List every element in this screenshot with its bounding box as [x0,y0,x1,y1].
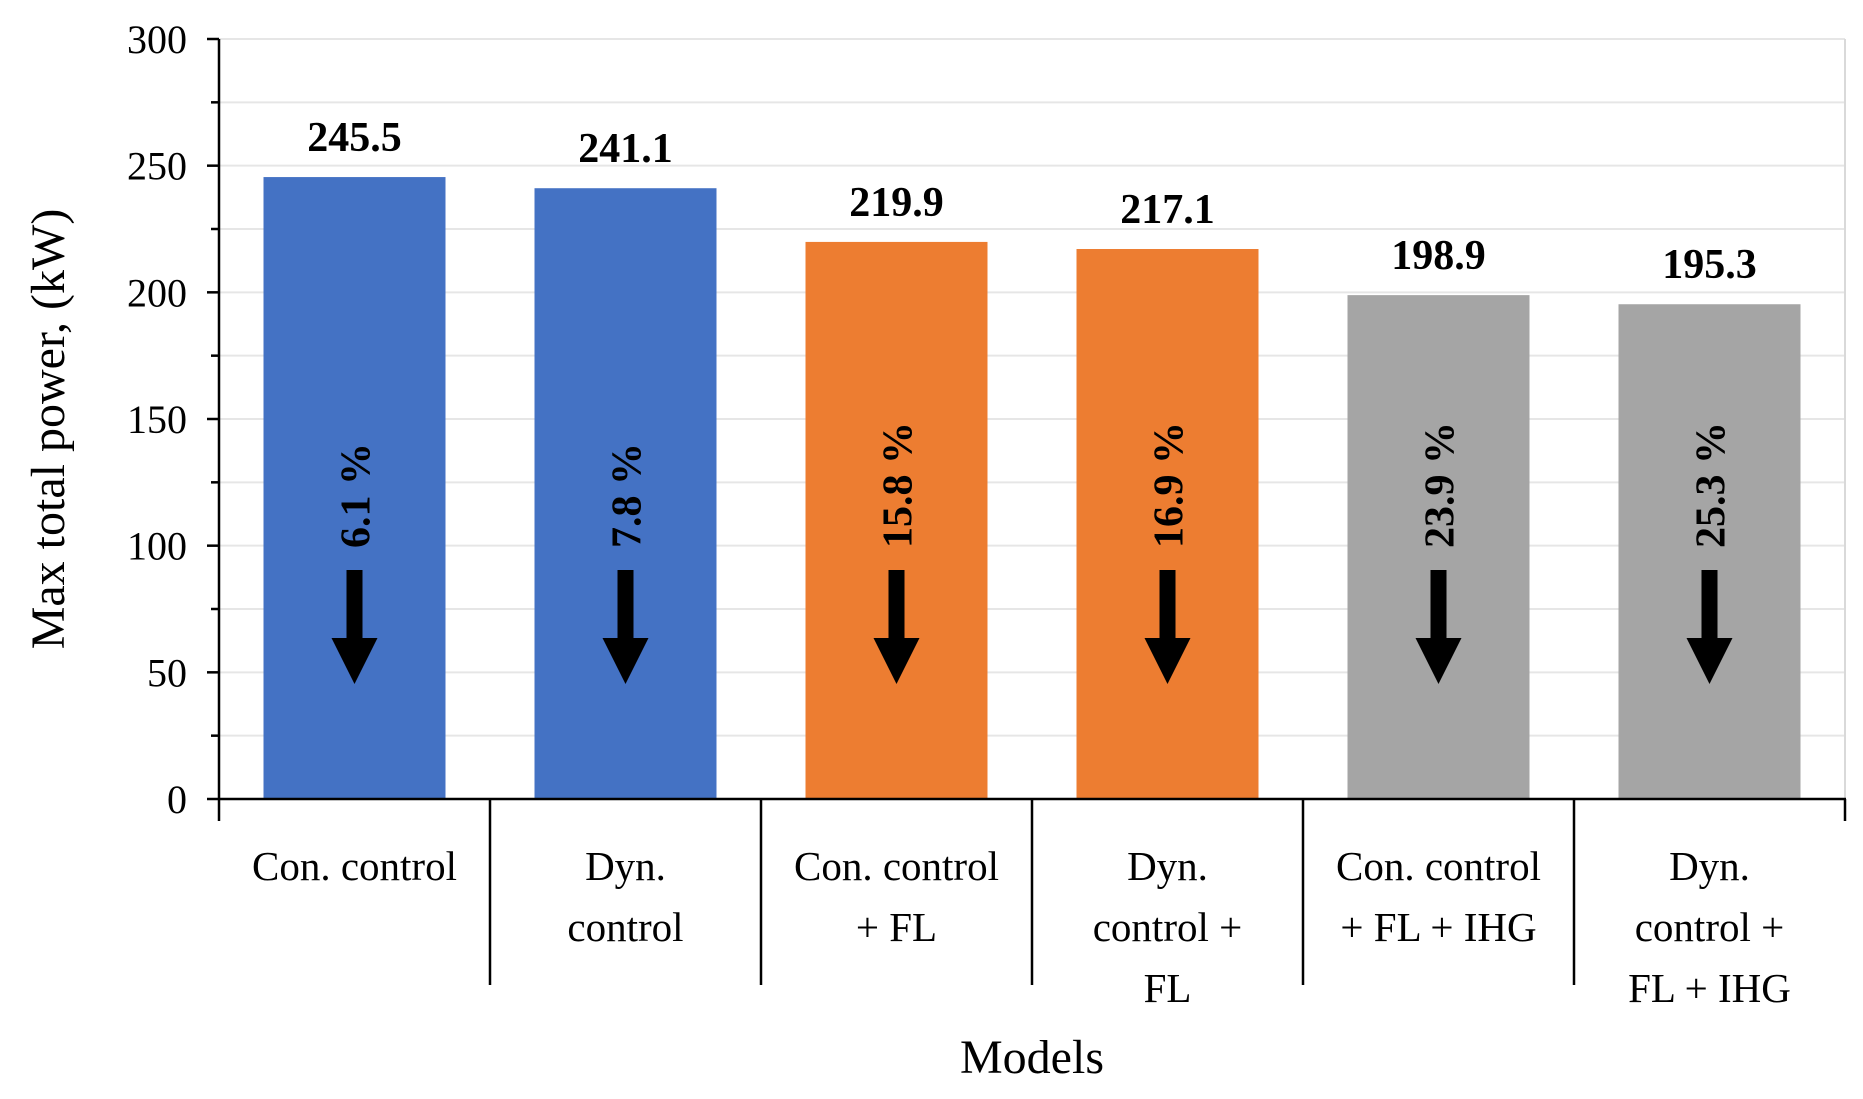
y-tick-label: 200 [127,270,187,315]
reduction-label: 15.8 % [876,422,922,548]
x-category-label-line: FL [1144,965,1192,1011]
y-tick-label: 300 [127,17,187,62]
down-arrow-icon [602,570,649,684]
bar [263,177,446,800]
x-category-label-line: control + [1093,904,1243,950]
down-arrow-icon [1415,570,1462,684]
down-arrow-icon [873,570,920,684]
data-label: 219.9 [849,180,944,226]
x-category-label-line: Con. control [252,843,457,889]
bar [1347,295,1530,799]
reduction-label: 16.9 % [1147,422,1193,548]
reduction-label: 23.9 % [1418,422,1464,548]
x-category-label: Con. control [252,843,457,889]
x-category-label-line: control [567,904,683,950]
bars [263,177,1801,800]
bar [534,188,717,800]
x-category-label-line: + FL [856,904,937,950]
x-category-label: Con. control + FL + IHG [1336,843,1541,950]
reduction-label: 6.1 % [334,443,380,548]
x-category-label: Con. control + FL [794,843,999,950]
down-arrow-icon [1144,570,1191,684]
x-category-label-line: Con. control [794,843,999,889]
y-tick-label: 0 [167,777,187,822]
x-category-label-line: Dyn. [1669,843,1750,889]
data-label: 241.1 [578,126,673,172]
x-category-label: Dyn. control + FL [1093,843,1243,1011]
reduction-label: 7.8 % [605,443,651,548]
x-category-label-line: Dyn. [585,843,666,889]
y-tick-label: 50 [147,650,187,695]
x-category-label-line: FL + IHG [1628,965,1791,1011]
x-category-label: Dyn. control + FL + IHG [1628,843,1791,1011]
data-label: 198.9 [1391,233,1486,279]
x-category-label-line: control + [1635,904,1785,950]
data-label: 195.3 [1662,242,1757,288]
y-tick-label: 100 [127,524,187,569]
x-axis-title: Models [960,1031,1104,1084]
y-tick-label: 150 [127,397,187,442]
x-category-label-line: Dyn. [1127,843,1208,889]
x-category-label-line: + FL + IHG [1340,904,1536,950]
gridlines [219,38,1846,799]
bar [1618,304,1801,799]
y-axis-title: Max total power, (kW) [22,209,75,650]
data-label: 217.1 [1120,187,1215,233]
down-arrow-icon [331,570,378,684]
x-category-label-line: Con. control [1336,843,1541,889]
y-tick-label: 250 [127,144,187,189]
axes [207,37,1847,985]
labels: 245.5 6.1 % 241.1 7.8 % 219.9 15.8 % 217.1 16.9… [127,17,1791,1011]
reduction-label: 25.3 % [1689,422,1735,548]
data-label: 245.5 [307,115,402,161]
bar [1076,249,1259,800]
bar [805,241,988,800]
x-category-label: Dyn. control [567,843,683,950]
down-arrow-icon [1686,570,1733,684]
